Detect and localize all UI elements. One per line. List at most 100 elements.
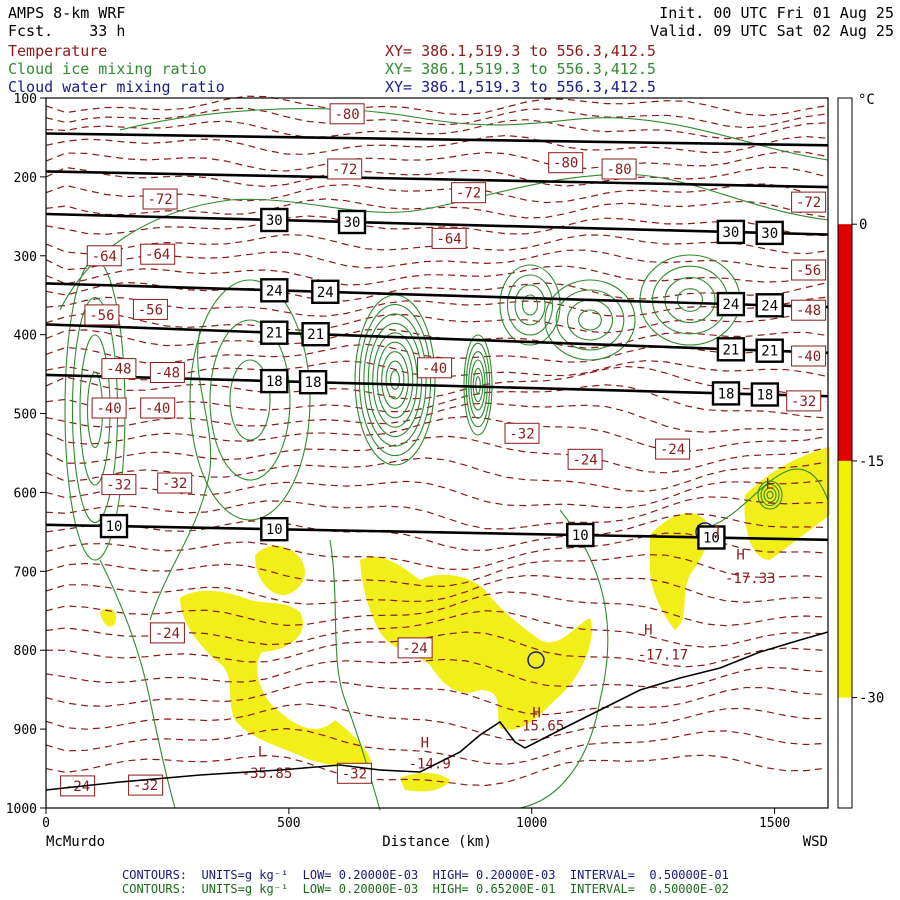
footer-contours-ice: CONTOURS: UNITS=g kg⁻¹ LOW= 0.20000E-03 …	[122, 882, 729, 896]
temperature-label: -72	[147, 192, 172, 208]
forecast-label: Fcst. 33 h	[8, 22, 125, 40]
temperature-label-box	[791, 191, 827, 213]
temperature-label-box	[101, 474, 137, 496]
temperature-label-box	[84, 304, 120, 326]
extremum-label: L	[765, 477, 773, 493]
ice-contour	[651, 265, 729, 335]
temperature-label-box	[431, 227, 467, 249]
temperature-shade-region	[180, 590, 373, 775]
terrain	[45, 631, 829, 791]
ice-contour	[763, 487, 777, 503]
temperature-label: -32	[509, 426, 534, 442]
isotherm	[45, 727, 827, 765]
footer-contours-water: CONTOURS: UNITS=g kg⁻¹ LOW= 0.20000E-03 …	[122, 868, 729, 882]
temperature-label-box	[601, 158, 637, 180]
theta-label: 21	[761, 344, 778, 360]
isotherm	[45, 680, 827, 716]
theta-label-box	[298, 370, 328, 395]
y-tick-label: 1000	[6, 802, 37, 817]
init-time: Init. 00 UTC Fri 01 Aug 25	[659, 4, 894, 22]
x-tick-label: 500	[277, 816, 300, 831]
temperature-label: -32	[342, 766, 367, 782]
theta-label-box	[755, 293, 784, 318]
theta-label: 30	[761, 226, 778, 242]
ice-contour	[372, 332, 418, 428]
theta-label: 30	[722, 225, 739, 241]
ice-contour	[354, 294, 436, 466]
ice-contour	[499, 264, 561, 346]
extremum-label: H	[532, 705, 540, 721]
extremum-label: -35.85	[242, 766, 293, 782]
theta-label-box	[99, 513, 129, 539]
field-ice-name: Cloud ice mixing ratio	[8, 60, 207, 78]
temperature-label: -56	[796, 263, 821, 279]
theta-line	[45, 282, 829, 309]
plot-frame	[45, 97, 829, 809]
theta-label-box	[750, 382, 780, 407]
extremum-label: -15.65	[514, 719, 565, 735]
isotherm	[45, 328, 827, 349]
field-temperature-xy: XY= 386.1,519.3 to 556.3,412.5	[385, 42, 656, 60]
ice-contour	[149, 329, 212, 621]
temperature-label: -32	[106, 478, 131, 494]
theta-label-box	[301, 322, 330, 347]
theta-label: 18	[266, 374, 283, 390]
ice-contour	[209, 319, 291, 481]
temperature-label: -24	[572, 452, 597, 468]
temperature-label: -40	[422, 361, 447, 377]
theta-line	[45, 132, 829, 147]
temperature-label: -32	[133, 778, 158, 794]
temperature-label-box	[149, 362, 185, 383]
theta-label-box	[697, 525, 726, 550]
temperature-label: -72	[332, 162, 357, 178]
ice-contour	[521, 294, 539, 316]
ice-contour	[555, 289, 625, 351]
temperature-label: -40	[145, 401, 170, 417]
x-tick-label: 1500	[759, 816, 790, 831]
ice-contour	[390, 370, 400, 390]
isotherm	[45, 234, 827, 255]
temperature-label-box	[791, 345, 827, 367]
y-tick-label: 500	[14, 408, 37, 423]
theta-label: 24	[722, 297, 739, 313]
x-left-station: McMurdo	[46, 834, 105, 850]
temperature-label-box	[791, 299, 827, 321]
theta-label: 18	[718, 386, 735, 402]
isotherm	[45, 312, 827, 334]
temperature-label: -24	[660, 442, 685, 458]
model-title: AMPS 8-km WRF	[8, 4, 126, 22]
temperature-label-box	[140, 397, 176, 419]
axes: 100 200 300 400 500 600 700 800 900 1000 0 500 1000 1…	[6, 92, 828, 850]
ice-contour	[566, 299, 614, 341]
temperature-shade-region	[255, 545, 305, 596]
temperature-label: -64	[436, 231, 461, 247]
ice-contour	[385, 360, 405, 400]
extremum-label: -17.33	[725, 571, 776, 587]
theta-label-box	[716, 291, 746, 317]
y-tick-label: 400	[14, 329, 37, 344]
water-contour	[527, 651, 545, 669]
field-water-xy: XY= 386.1,519.3 to 556.3,412.5	[385, 78, 656, 96]
extremum-label: -17.17	[638, 648, 689, 664]
temperature-label-box	[149, 622, 185, 644]
temperature-shade-region	[400, 772, 450, 792]
theta-label-box	[337, 209, 367, 235]
y-tick-label: 700	[14, 565, 37, 580]
isotherm	[45, 249, 827, 271]
isotherm	[45, 95, 827, 117]
theta-label-box	[260, 278, 289, 303]
theta-label: 30	[266, 213, 283, 229]
temperature-label: -48	[796, 303, 821, 319]
colorbar: °C 0 -15 -30	[837, 92, 884, 809]
theta-label-box	[260, 207, 289, 233]
extremum-label: L	[258, 745, 266, 761]
isotherm	[45, 365, 827, 403]
theta-lines: 30 30 30 30 24 24 24 24 21 21 21 21 18 18 18 18 10 10 10 10	[45, 132, 829, 550]
ice-contour	[363, 313, 427, 447]
ice-contour	[506, 274, 554, 336]
y-tick-label: 800	[14, 644, 37, 659]
x-tick-label: 1000	[516, 816, 547, 831]
theta-line	[45, 212, 829, 236]
temperature-label: -72	[796, 195, 821, 211]
temperature-label: -80	[334, 107, 359, 123]
